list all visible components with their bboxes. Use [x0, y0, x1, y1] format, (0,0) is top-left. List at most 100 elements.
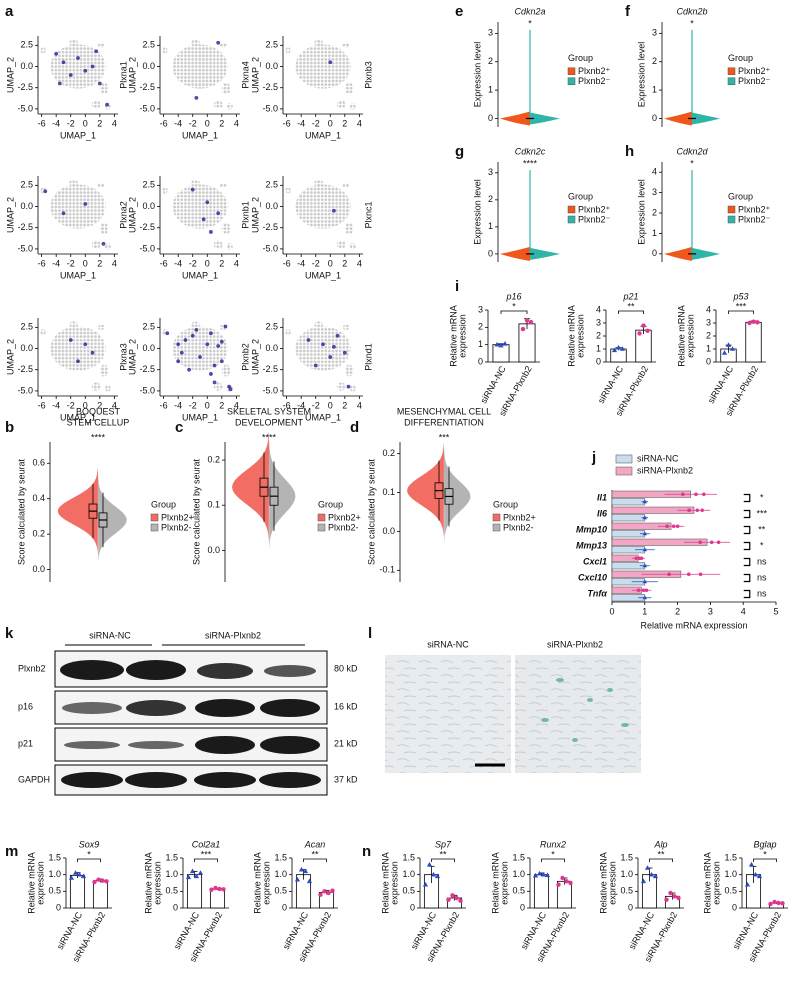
- cell-point: [68, 338, 73, 342]
- x-axis-label: UMAP_1: [305, 270, 341, 280]
- legend-title: Group: [151, 499, 176, 509]
- x-tick-label: 4: [234, 400, 239, 410]
- cell-cloud: [91, 382, 101, 391]
- cell-point: [313, 363, 318, 368]
- panel-label: l: [368, 625, 372, 642]
- significance: *: [512, 301, 516, 311]
- cell-point: [94, 49, 99, 54]
- significance: ***: [439, 432, 450, 442]
- band: [264, 665, 316, 677]
- legend-title: Group: [318, 499, 343, 509]
- replicate-point: [536, 870, 543, 876]
- y-tick-label: 3: [488, 167, 493, 177]
- micrograph-cells: [385, 655, 511, 773]
- replicate-marker: [639, 556, 644, 561]
- chart-title: BOQUEST: [76, 406, 121, 416]
- y-tick-label: 1.0: [620, 869, 633, 879]
- y-tick-label: 0.0: [20, 201, 33, 211]
- x-tick-label: 0: [83, 400, 88, 410]
- significance: *: [760, 492, 764, 502]
- legend-swatch: [727, 205, 736, 214]
- significance-bracket: [743, 557, 751, 567]
- cell-cloud: [349, 242, 356, 250]
- y-tick-label: -5.0: [139, 103, 155, 113]
- blot-row-name: Plxnb2: [18, 663, 46, 673]
- replicate-point: [524, 318, 530, 323]
- y-tick-label: 2.5: [20, 322, 33, 332]
- y-tick-label: 4: [706, 304, 711, 314]
- y-axis-label: Expression level: [636, 179, 646, 245]
- x-tick-label: 2: [342, 400, 347, 410]
- x-tick-label: -2: [67, 258, 75, 268]
- replicate-marker: [694, 492, 698, 497]
- x-tick-label: -6: [160, 400, 168, 410]
- replicate-point: [648, 871, 655, 877]
- chart-title: Bglap: [753, 839, 776, 849]
- replicate-point: [209, 887, 214, 892]
- legend-title: Group: [728, 53, 753, 63]
- cell-point: [346, 384, 351, 389]
- cell-point: [212, 380, 217, 385]
- y-tick-label: 2: [652, 56, 657, 66]
- panel-label: j: [591, 449, 596, 466]
- x-tick-label: -2: [312, 118, 320, 128]
- significance: *: [763, 849, 767, 859]
- cell-cloud: [104, 384, 111, 392]
- y-tick-label: 2.5: [142, 322, 155, 332]
- x-tick-label: -2: [189, 400, 197, 410]
- cell-cloud: [349, 102, 356, 110]
- replicate-point: [640, 878, 647, 884]
- significance: *: [551, 849, 555, 859]
- cell-point: [57, 81, 62, 86]
- x-axis-label: UMAP_1: [182, 130, 218, 140]
- legend-swatch: [150, 513, 159, 522]
- y-tick-label: 0: [478, 356, 483, 366]
- y-axis-label: expression: [607, 861, 617, 905]
- bar: [533, 874, 550, 909]
- band: [126, 700, 186, 716]
- y-tick-label: -5.0: [262, 243, 278, 253]
- replicate-point: [458, 898, 463, 903]
- cell-point: [205, 200, 210, 205]
- cell-point: [219, 339, 224, 344]
- x-tick-label: 2: [675, 606, 680, 616]
- y-axis-label: expression: [389, 861, 399, 905]
- x-tick-label: -6: [283, 258, 291, 268]
- y-axis-label: UMAP_2: [250, 197, 260, 233]
- replicate-marker: [698, 572, 703, 577]
- legend-swatch: [492, 523, 501, 532]
- significance: ns: [757, 556, 767, 566]
- replicate-point: [641, 323, 646, 328]
- gene-label: Plxnb1: [240, 201, 250, 229]
- y-tick-label: 0.1: [207, 500, 220, 510]
- replicate-point: [637, 331, 642, 336]
- significance-bracket: [194, 858, 218, 862]
- micrograph-title: siRNA-NC: [427, 639, 469, 649]
- blot-group: siRNA-NC: [89, 630, 131, 640]
- chart-title: Cdkn2c: [515, 146, 546, 156]
- panel-label: b: [5, 419, 14, 436]
- y-tick-label: 0: [488, 113, 493, 123]
- replicate-point: [502, 341, 508, 346]
- violin-half: [530, 247, 560, 260]
- replicate-point: [672, 894, 677, 899]
- y-axis-label: Expression level: [472, 179, 482, 245]
- bar: [69, 874, 86, 909]
- y-tick-label: 1: [706, 343, 711, 353]
- cell-point: [212, 363, 217, 368]
- stain: [572, 738, 578, 742]
- replicate-marker: [642, 515, 648, 520]
- y-tick-label: 0: [488, 248, 493, 258]
- x-axis-label: UMAP_1: [182, 412, 218, 422]
- significance-bracket: [500, 310, 528, 314]
- cell-cloud: [213, 240, 223, 249]
- replicate-point: [560, 875, 565, 881]
- chart-title: Cdkn2b: [676, 6, 707, 16]
- replicate-point: [644, 865, 651, 870]
- legend-label: Plxnb2-: [503, 522, 534, 532]
- y-axis-label: Score calculated by seurat: [191, 458, 201, 565]
- violin-half: [692, 112, 720, 125]
- y-axis-label: Relative mRNA: [598, 852, 608, 914]
- legend-swatch: [317, 513, 326, 522]
- cell-cloud: [162, 47, 168, 54]
